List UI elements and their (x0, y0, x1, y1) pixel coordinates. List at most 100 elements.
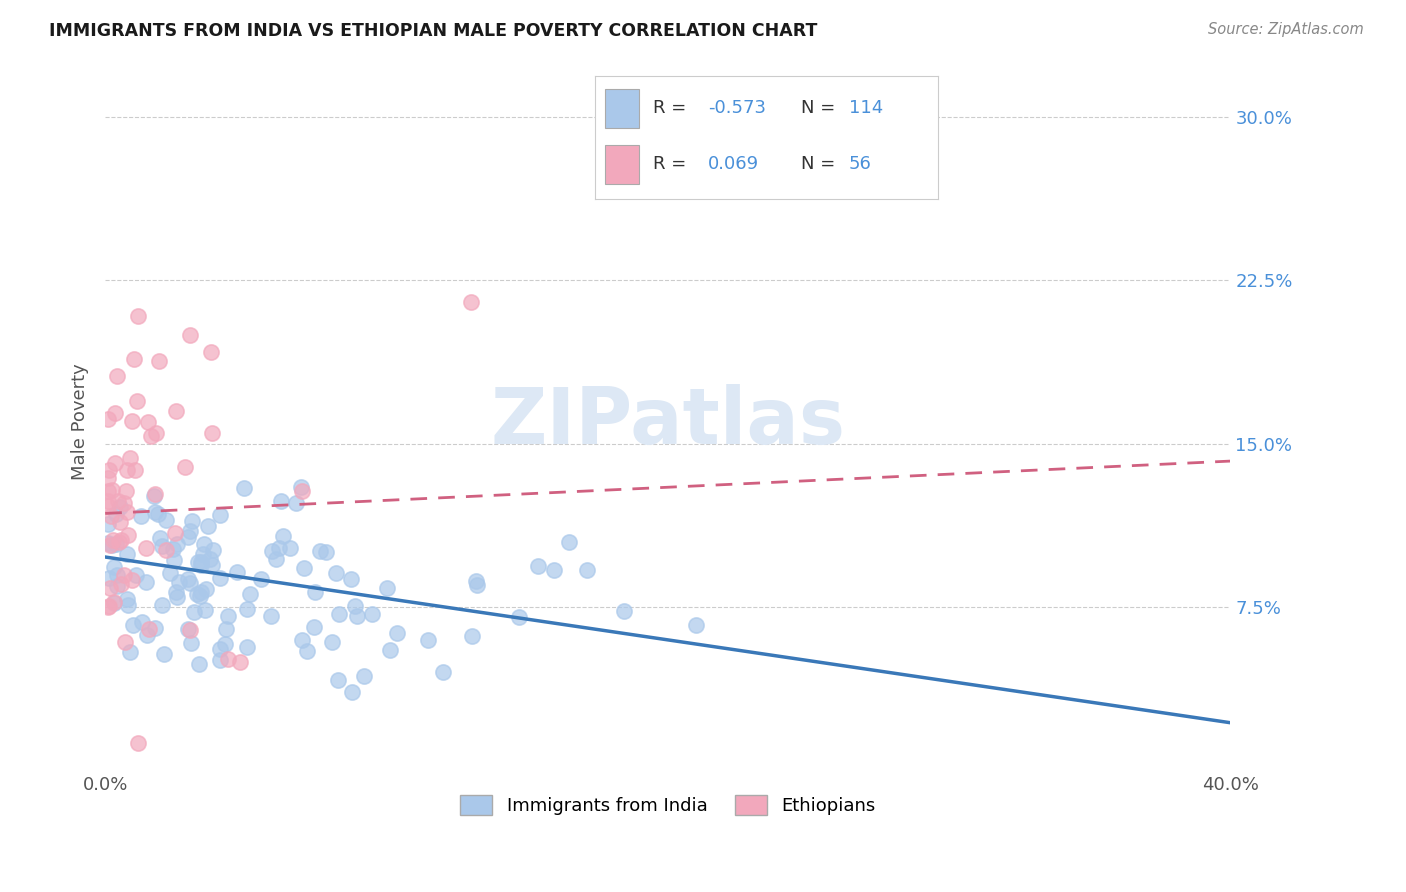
Point (340, 685, 363, 699)
Point (121, 414, 143, 428)
Point (343, 599, 366, 614)
Point (105, 369, 128, 384)
Point (141, 429, 163, 443)
Point (201, 558, 224, 573)
Point (180, 514, 202, 528)
Point (105, 579, 128, 593)
Point (190, 555, 212, 569)
Point (101, 533, 124, 548)
Point (186, 586, 208, 600)
Text: IMMIGRANTS FROM INDIA VS ETHIOPIAN MALE POVERTY CORRELATION CHART: IMMIGRANTS FROM INDIA VS ETHIOPIAN MALE … (49, 22, 817, 40)
Point (194, 582, 217, 597)
Point (104, 537, 127, 551)
Y-axis label: Male Poverty: Male Poverty (72, 363, 89, 480)
Point (166, 591, 188, 605)
Point (309, 544, 332, 558)
Point (325, 566, 347, 580)
Point (575, 563, 598, 577)
Point (292, 561, 315, 575)
Point (179, 327, 201, 342)
Point (100, 538, 122, 552)
Point (97, 412, 120, 426)
Point (108, 516, 131, 530)
Point (127, 310, 149, 324)
Point (177, 530, 200, 544)
Point (201, 425, 224, 440)
Point (460, 629, 482, 643)
Point (460, 294, 482, 309)
Point (416, 633, 439, 648)
Point (217, 652, 239, 666)
Point (315, 545, 337, 559)
Point (215, 623, 238, 637)
Point (135, 628, 157, 642)
Point (127, 736, 149, 750)
Point (115, 505, 138, 519)
Point (97, 484, 120, 499)
Point (179, 576, 201, 591)
Point (107, 494, 129, 508)
Point (98, 581, 121, 595)
Point (145, 487, 167, 501)
Point (353, 669, 375, 683)
Point (321, 635, 343, 649)
Point (110, 533, 132, 547)
Point (97, 471, 120, 485)
Point (290, 480, 312, 494)
Point (97, 516, 120, 531)
Point (193, 536, 215, 550)
Point (143, 506, 166, 520)
Point (188, 590, 211, 604)
Point (163, 526, 186, 541)
Point (169, 574, 191, 589)
Point (103, 559, 125, 574)
Point (100, 483, 122, 498)
Point (112, 567, 135, 582)
Point (124, 351, 146, 366)
Point (176, 622, 198, 636)
Point (250, 572, 273, 586)
Point (200, 345, 222, 359)
Point (108, 500, 131, 514)
Point (187, 555, 209, 569)
Point (104, 406, 127, 420)
Point (146, 507, 169, 521)
Point (260, 608, 283, 623)
Point (214, 637, 236, 651)
Point (97, 599, 120, 614)
Point (138, 622, 160, 636)
Point (198, 551, 221, 566)
Point (508, 610, 530, 624)
Point (543, 563, 565, 577)
Point (124, 463, 146, 477)
Point (346, 609, 368, 624)
Point (190, 585, 212, 599)
Point (122, 617, 145, 632)
Point (148, 354, 170, 368)
Point (217, 608, 239, 623)
Point (155, 542, 177, 557)
Point (209, 641, 232, 656)
Point (201, 542, 224, 557)
Point (104, 456, 127, 470)
Point (115, 592, 138, 607)
Point (98, 538, 121, 552)
Point (110, 577, 132, 591)
Point (177, 572, 200, 586)
Point (143, 622, 166, 636)
Point (233, 481, 256, 495)
Point (115, 463, 138, 477)
Point (527, 559, 550, 574)
Point (685, 618, 707, 632)
Point (120, 451, 142, 466)
Point (271, 529, 294, 543)
Point (118, 645, 141, 659)
Point (100, 508, 122, 523)
Point (285, 496, 308, 510)
Point (103, 595, 125, 609)
Point (304, 585, 326, 599)
Point (97, 536, 120, 550)
Point (179, 623, 201, 637)
Point (125, 394, 148, 409)
Point (291, 484, 314, 499)
